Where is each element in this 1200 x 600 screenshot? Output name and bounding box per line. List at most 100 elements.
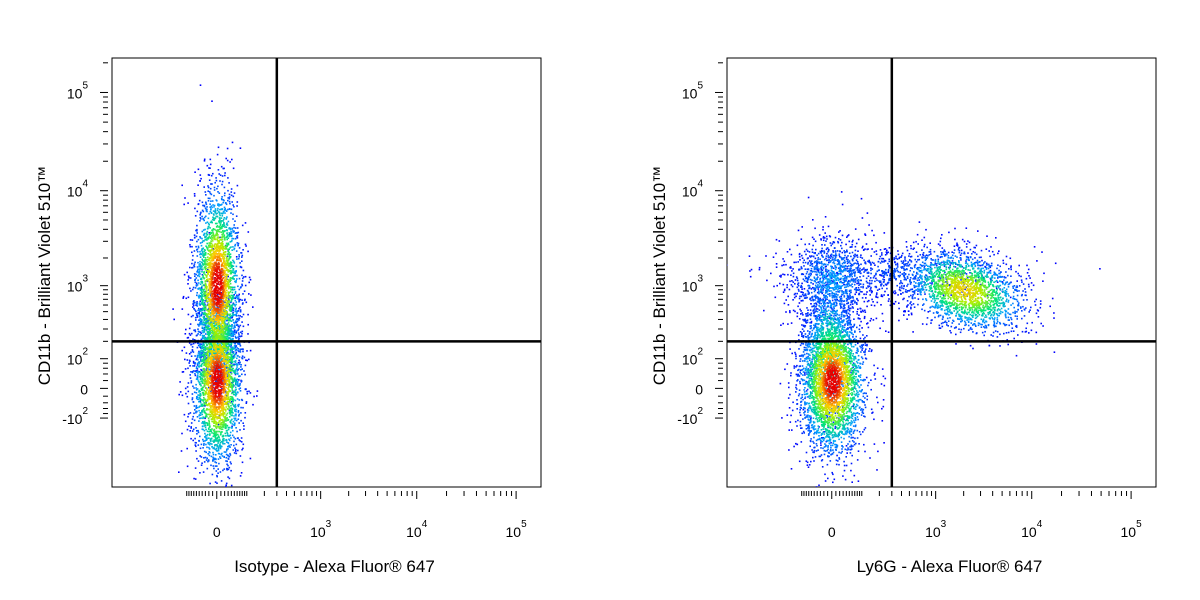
event-dot: [231, 389, 234, 392]
event-dot: [208, 363, 210, 366]
event-dot: [204, 372, 206, 375]
event-dot: [224, 427, 227, 430]
event-dot: [213, 217, 215, 219]
event-dot: [219, 337, 221, 340]
event-dot: [203, 384, 206, 386]
event-dot: [215, 454, 217, 456]
event-dot: [221, 240, 224, 243]
event-dot: [205, 288, 208, 290]
event-dot: [210, 323, 212, 326]
event-dot: [232, 330, 234, 333]
event-dot: [196, 430, 198, 432]
event-dot: [221, 203, 223, 206]
event-dot: [188, 353, 191, 355]
event-dot: [223, 223, 225, 226]
event-dot: [250, 294, 252, 296]
event-dot: [196, 457, 198, 460]
event-dot: [243, 276, 245, 278]
event-dot: [190, 315, 193, 318]
event-dot: [199, 412, 202, 414]
event-dot: [214, 243, 216, 245]
event-dot: [226, 434, 229, 437]
event-dot: [227, 275, 229, 278]
event-dot: [237, 489, 239, 491]
event-dot: [216, 187, 218, 190]
event-dot: [235, 372, 237, 375]
event-dot: [215, 380, 218, 383]
event-dot: [230, 404, 232, 407]
event-dot: [227, 177, 229, 179]
event-dot: [235, 337, 238, 339]
event-dot: [210, 347, 212, 350]
event-dot: [227, 305, 230, 307]
event-dot: [218, 173, 220, 175]
event-dot: [230, 437, 232, 439]
event-dot: [208, 179, 211, 181]
event-dot: [227, 199, 229, 202]
event-dot: [214, 412, 217, 414]
event-dot: [202, 264, 205, 266]
event-dot: [207, 354, 209, 356]
event-dot: [230, 332, 233, 335]
event-dot: [210, 398, 212, 400]
event-dot: [239, 455, 242, 457]
event-dot: [234, 237, 237, 240]
event-dot: [221, 345, 224, 348]
event-dot: [226, 391, 228, 393]
event-dot: [232, 307, 235, 310]
event-dot: [212, 321, 215, 323]
event-dot: [212, 429, 215, 432]
event-dot: [212, 204, 214, 206]
event-dot: [204, 346, 207, 348]
event-dot: [198, 297, 200, 299]
event-dot: [241, 316, 243, 318]
event-dot: [226, 395, 229, 398]
event-dot: [222, 412, 224, 414]
event-dot: [203, 250, 206, 253]
event-dot: [224, 212, 226, 214]
event-dot: [224, 432, 227, 435]
event-dot: [235, 383, 237, 386]
event-dot: [221, 428, 224, 430]
event-dot: [197, 431, 200, 434]
event-dot: [213, 343, 216, 345]
event-dot: [194, 444, 197, 446]
event-dot: [196, 358, 198, 360]
event-dot: [222, 253, 225, 256]
event-dot: [203, 216, 206, 219]
event-dot: [212, 253, 214, 255]
event-dot: [240, 472, 243, 474]
event-dot: [226, 299, 228, 302]
event-dot: [193, 234, 196, 236]
event-dot: [232, 237, 235, 240]
event-dot: [232, 246, 234, 248]
event-dot: [224, 255, 226, 257]
event-dot: [216, 234, 218, 236]
event-dot: [214, 498, 216, 500]
event-dot: [230, 289, 232, 291]
event-dot: [192, 428, 195, 431]
event-dot: [196, 255, 199, 257]
event-dot: [213, 416, 216, 419]
event-dot: [208, 245, 210, 247]
event-dot: [196, 316, 199, 318]
event-dot: [194, 301, 196, 304]
event-dot: [204, 257, 207, 259]
event-dot: [216, 474, 218, 477]
event-dot: [227, 476, 229, 478]
event-dot: [214, 323, 217, 325]
event-dot: [213, 214, 215, 216]
event-dot: [208, 427, 210, 430]
event-dot: [219, 244, 222, 247]
event-dot: [236, 232, 238, 234]
event-dot: [210, 357, 213, 360]
event-dot: [206, 467, 209, 470]
event-dot: [209, 192, 212, 195]
event-dot: [238, 300, 240, 303]
event-dot: [205, 317, 208, 320]
event-dot: [213, 315, 216, 317]
event-dot: [235, 250, 238, 252]
event-dot: [234, 409, 236, 411]
event-dot: [221, 310, 224, 313]
event-dot: [232, 286, 235, 289]
